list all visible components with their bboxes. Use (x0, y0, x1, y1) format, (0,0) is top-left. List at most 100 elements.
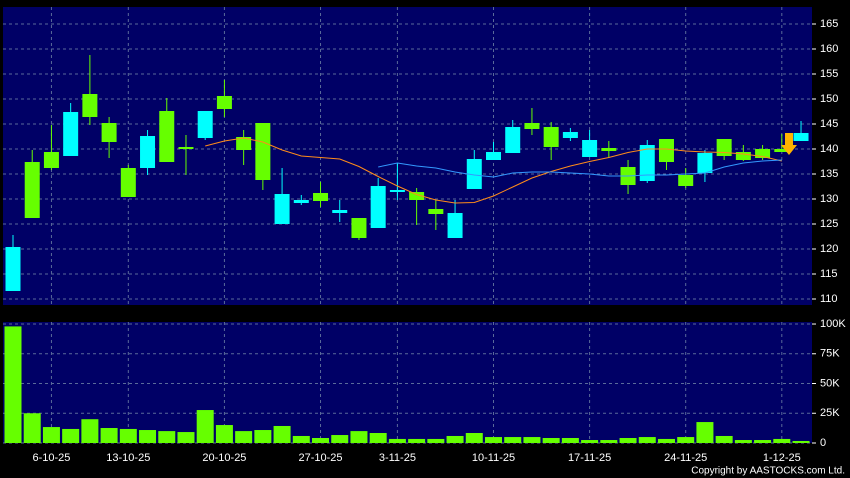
volume-bar (734, 440, 752, 443)
signal-arrow (781, 133, 797, 155)
candle-body (755, 149, 771, 158)
volume-bar (100, 428, 118, 443)
volume-bar (504, 437, 522, 443)
candle-body (486, 152, 501, 160)
volume-bar (446, 435, 464, 443)
volume-bar (331, 435, 349, 443)
moving-average (205, 137, 782, 204)
volume-bar (350, 431, 368, 443)
volume-bar (600, 440, 618, 443)
volume-bar (4, 326, 22, 443)
candle-body (332, 210, 348, 213)
volume-bar (81, 419, 99, 443)
volume-bar (196, 410, 214, 443)
candle-body (274, 194, 290, 224)
y-tick-label: 120 (820, 243, 838, 255)
volume-bar (139, 430, 157, 443)
candle-body (82, 94, 98, 117)
x-tick-label: 10-11-25 (472, 452, 515, 464)
candle-body (236, 137, 252, 150)
volume-bar (408, 438, 426, 443)
candle-body (409, 192, 425, 200)
volume-bar (792, 440, 810, 443)
volume-bar (23, 413, 41, 443)
volume-bar (158, 431, 176, 443)
volume-bar (215, 425, 233, 443)
x-tick-label: 6-10-25 (32, 452, 70, 464)
candle-body (658, 139, 674, 162)
y-tick-label: 125 (820, 218, 838, 230)
volume-bar (561, 438, 579, 443)
volume-bar (657, 438, 675, 443)
volume-bar (292, 435, 310, 443)
volume-bar (369, 433, 387, 443)
y-tick-label: 145 (820, 118, 838, 130)
candle-body (543, 127, 559, 147)
volume-bar (677, 437, 695, 443)
x-tick-label: 20-10-25 (202, 452, 246, 464)
y-tick-label: 130 (820, 193, 838, 205)
x-tick-label: 1-12-25 (763, 452, 801, 464)
grid (3, 7, 816, 444)
candle-body (389, 190, 405, 192)
candle-body (120, 168, 136, 197)
candle-body (524, 123, 540, 129)
candle-body (562, 132, 578, 138)
volume-panel (3, 322, 812, 443)
candle-body (216, 96, 232, 109)
volume-bar (485, 437, 502, 443)
y-tick-label: 155 (820, 68, 838, 80)
y-tick-label: 160 (820, 43, 838, 55)
volume-bar (427, 438, 445, 443)
candle-body (428, 209, 444, 214)
candle-body (5, 247, 21, 291)
volume-bar (523, 437, 541, 443)
candle-body (101, 123, 117, 142)
candle-body (678, 175, 694, 186)
volume-bar (254, 430, 272, 443)
volume-bar (715, 435, 733, 443)
candle-body (24, 162, 40, 218)
candle-body (774, 149, 790, 152)
candle-body (63, 112, 79, 156)
y-tick-label: 100K (820, 318, 846, 330)
y-tick-label: 165 (820, 18, 838, 30)
candle-body (370, 186, 386, 228)
moving-average (378, 159, 782, 178)
x-tick-label: 27-10-25 (298, 452, 342, 464)
candle-body (582, 140, 598, 157)
candle-body (140, 136, 156, 168)
candle-body (466, 159, 482, 189)
candle-body (293, 200, 309, 203)
volume-bar (42, 427, 60, 443)
candle-body (159, 111, 175, 162)
volume-bar (119, 428, 137, 443)
volume-bar (773, 438, 791, 443)
volume-bar (62, 428, 80, 443)
price-panel (3, 7, 812, 305)
y-tick-label: 25K (820, 407, 840, 419)
volume-bar (542, 438, 560, 443)
volume-bar (273, 425, 291, 443)
x-tick-label: 17-11-25 (568, 452, 611, 464)
y-tick-label: 50K (820, 377, 840, 389)
volume-bar (581, 440, 599, 443)
candle-body (255, 123, 271, 180)
candle-body (735, 152, 751, 160)
x-tick-label: 24-11-25 (664, 452, 707, 464)
y-tick-label: 150 (820, 93, 838, 105)
y-tick-label: 0 (820, 437, 826, 449)
candle-body (313, 193, 329, 201)
volume-bar (619, 438, 637, 443)
marks (4, 55, 810, 443)
candle-body (716, 139, 732, 156)
volume-bar (696, 422, 714, 443)
candle-body (639, 145, 655, 181)
candle-body (601, 148, 617, 151)
y-tick-label: 135 (820, 168, 838, 180)
volume-bar (177, 432, 195, 443)
candle-body (351, 218, 367, 238)
candle-body (43, 152, 59, 168)
candle-body (197, 111, 213, 138)
volume-bar (465, 433, 483, 443)
